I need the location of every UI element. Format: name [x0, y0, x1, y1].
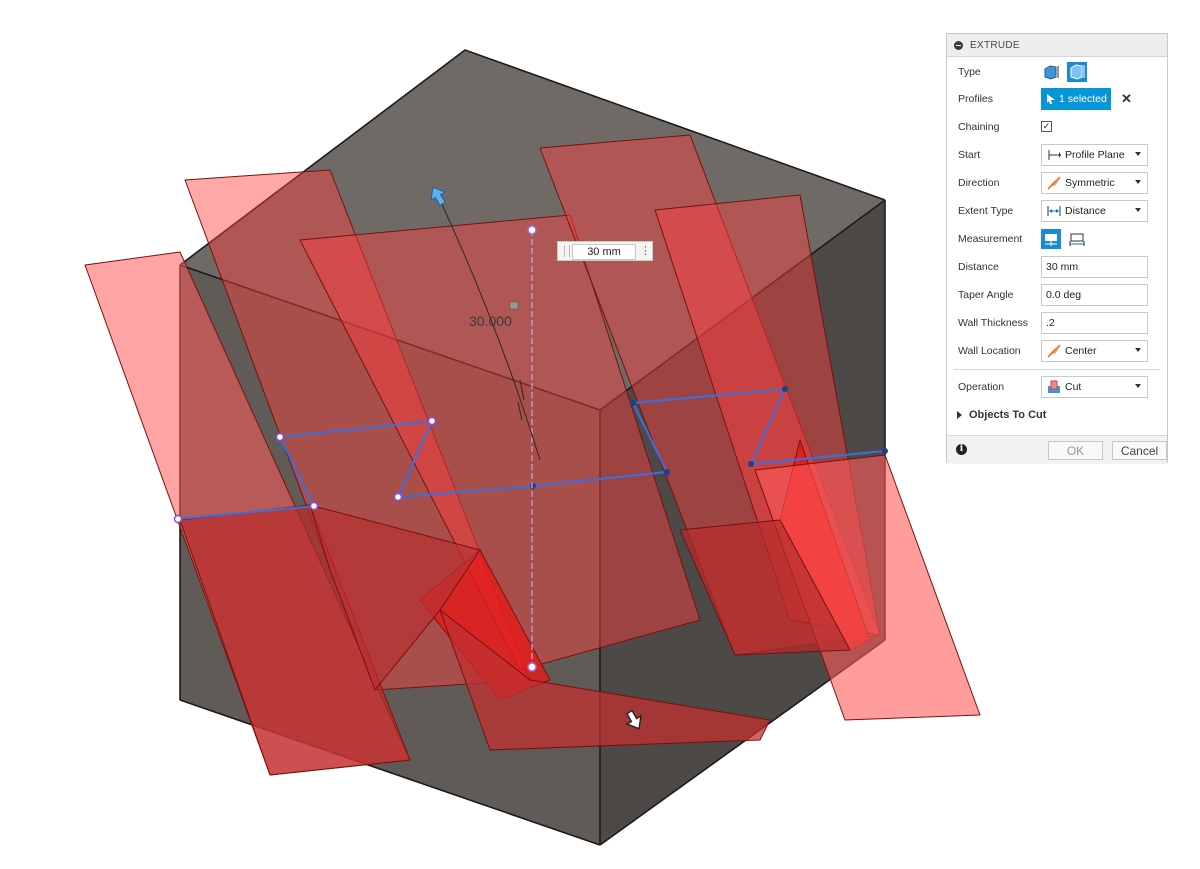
operation-row: Operation Cut: [947, 374, 1167, 400]
chaining-label: Chaining: [958, 121, 1000, 133]
sketch-point[interactable]: [530, 483, 536, 489]
direction-value: Symmetric: [1065, 177, 1115, 189]
divider: [954, 369, 1160, 370]
wall-location-dropdown[interactable]: Center: [1041, 340, 1148, 362]
chevron-down-icon: [1135, 152, 1141, 156]
measurement-label: Measurement: [958, 233, 1023, 245]
wall-thickness-row: Wall Thickness .2: [947, 310, 1167, 336]
taper-angle-field[interactable]: 0.0 deg: [1041, 284, 1148, 306]
extent-type-label: Extent Type: [958, 205, 1014, 217]
axis-end-top[interactable]: [527, 225, 537, 235]
ok-button[interactable]: OK: [1048, 441, 1103, 460]
sketch-point[interactable]: [275, 432, 285, 442]
fin-lower-right[interactable]: [679, 519, 851, 656]
distance-icon: [1047, 206, 1061, 216]
clear-selection-icon[interactable]: ✕: [1121, 91, 1132, 106]
dimension-marker-icon: [509, 301, 519, 310]
wall-location-label: Wall Location: [958, 345, 1021, 357]
chaining-row: Chaining ✓: [947, 114, 1167, 140]
cut-icon: [1048, 380, 1060, 393]
cancel-button[interactable]: Cancel: [1112, 441, 1167, 460]
distance-field[interactable]: 30 mm: [1041, 256, 1148, 278]
sketch-point[interactable]: [309, 501, 319, 511]
dialog-footer: i OK Cancel: [947, 435, 1167, 464]
cursor-icon: [1047, 94, 1055, 104]
chevron-down-icon: [1135, 180, 1141, 184]
measurement-row: Measurement: [947, 226, 1167, 252]
profile-plane-icon: [1048, 150, 1061, 160]
dimension-leader-tick: [517, 379, 525, 421]
sketch-point[interactable]: [393, 492, 403, 502]
expand-icon: [957, 411, 962, 419]
sketch-point[interactable]: [173, 514, 183, 524]
axis-end-bottom[interactable]: [527, 662, 537, 672]
sketch-point[interactable]: [427, 416, 437, 426]
extent-type-dropdown[interactable]: Distance: [1041, 200, 1148, 222]
chevron-down-icon: [1135, 348, 1141, 352]
start-label: Start: [958, 149, 981, 161]
sketch-point[interactable]: [630, 400, 636, 406]
dimension-label: 30.000: [469, 313, 512, 329]
start-value: Profile Plane: [1065, 149, 1125, 161]
fin-left-b[interactable]: [299, 214, 701, 671]
wall-location-row: Wall Location Center: [947, 338, 1167, 364]
taper-angle-row: Taper Angle 0.0 deg: [947, 282, 1167, 308]
chevron-down-icon: [1135, 384, 1141, 388]
profiles-label: Profiles: [958, 93, 994, 105]
extent-type-value: Distance: [1065, 205, 1106, 217]
distance-dimension-field[interactable]: [572, 244, 636, 260]
drag-arrow-down-icon[interactable]: [623, 708, 646, 732]
fin-group[interactable]: [84, 134, 981, 776]
dimension-leader: [439, 199, 541, 461]
start-dropdown[interactable]: Profile Plane: [1041, 144, 1148, 166]
operation-value: Cut: [1065, 381, 1082, 393]
wall-thickness-label: Wall Thickness: [958, 317, 1029, 329]
measurement-symmetric-icon[interactable]: [1041, 229, 1061, 249]
dialog-header[interactable]: EXTRUDE: [947, 34, 1167, 57]
extent-type-row: Extent Type Distance: [947, 198, 1167, 224]
objects-to-cut-label: Objects To Cut: [969, 409, 1047, 421]
direction-label: Direction: [958, 177, 1000, 189]
type-label: Type: [958, 66, 981, 78]
measurement-whole-icon[interactable]: [1067, 229, 1087, 249]
start-row: Start Profile Plane: [947, 142, 1167, 168]
body-right-face[interactable]: [600, 200, 885, 845]
dialog-title: EXTRUDE: [970, 39, 1020, 51]
sketch-point[interactable]: [782, 386, 788, 392]
info-icon[interactable]: i: [956, 444, 967, 455]
symmetric-icon: [1047, 176, 1061, 190]
drag-arrow-up-icon[interactable]: [426, 183, 449, 207]
sketch-point[interactable]: [882, 448, 888, 454]
direction-dropdown[interactable]: Symmetric: [1041, 172, 1148, 194]
sketch-point[interactable]: [664, 469, 670, 475]
wall-location-value: Center: [1065, 345, 1097, 357]
distance-row: Distance 30 mm: [947, 254, 1167, 280]
objects-to-cut-toggle[interactable]: Objects To Cut: [957, 409, 1046, 421]
direction-row: Direction Symmetric: [947, 170, 1167, 196]
chevron-down-icon: [1135, 208, 1141, 212]
profiles-select-button[interactable]: 1 selected: [1041, 88, 1111, 110]
fin-lower-mid[interactable]: [309, 504, 481, 691]
distance-label: Distance: [958, 261, 999, 273]
distance-dimension-input[interactable]: ⋮: [557, 241, 653, 261]
taper-angle-label: Taper Angle: [958, 289, 1014, 301]
operation-label: Operation: [958, 381, 1005, 393]
solid-extrude-icon[interactable]: [1041, 62, 1061, 82]
center-icon: [1047, 344, 1061, 358]
chaining-checkbox[interactable]: ✓: [1041, 121, 1052, 132]
sketch-point[interactable]: [748, 461, 754, 467]
thin-extrude-icon[interactable]: [1067, 62, 1088, 82]
drag-grip-icon[interactable]: [564, 245, 570, 257]
operation-dropdown[interactable]: Cut: [1041, 376, 1148, 398]
type-row: Type: [947, 59, 1167, 85]
wall-thickness-field[interactable]: .2: [1041, 312, 1148, 334]
fin-center-b[interactable]: [439, 609, 771, 751]
profiles-row: Profiles 1 selected ✕: [947, 86, 1167, 112]
collapse-icon[interactable]: [954, 40, 963, 50]
more-options-icon[interactable]: ⋮: [640, 245, 651, 257]
profiles-selection-count: 1 selected: [1059, 93, 1107, 105]
extrude-dialog: EXTRUDE Type Profiles 1 selected ✕ Chain…: [946, 33, 1168, 464]
